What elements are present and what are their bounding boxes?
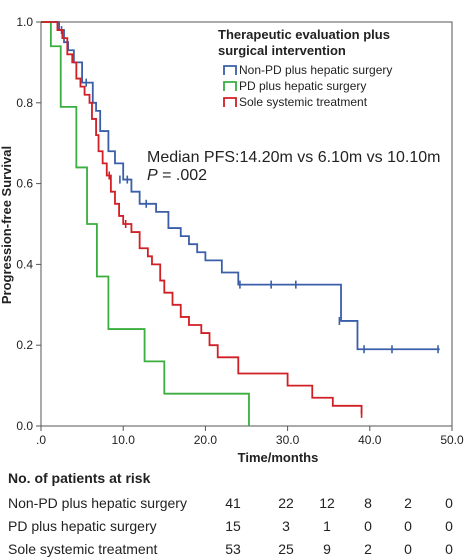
risk-cell: 0 — [445, 541, 453, 557]
median-pfs-annotation: Median PFS:14.20m vs 6.10m vs 10.10m — [147, 149, 440, 166]
risk-cell: 0 — [404, 541, 412, 557]
legend-swatch — [223, 97, 237, 107]
x-tick-label: 30.0 — [276, 433, 300, 447]
x-axis-label: Time/months — [238, 450, 319, 465]
p-value-annotation: P = .002 — [147, 167, 207, 184]
risk-cell: 15 — [225, 518, 241, 534]
p-symbol: P — [147, 167, 158, 184]
risk-row: Non-PD plus hepatic surgery 41 22 12 8 2 0 — [8, 495, 474, 513]
y-tick-label: 0.0 — [16, 419, 33, 433]
legend-entry: Non-PD plus hepatic surgery — [239, 63, 392, 77]
risk-cell: 2 — [404, 495, 412, 511]
risk-cell: 0 — [404, 518, 412, 534]
risk-cell: 3 — [282, 518, 290, 534]
risk-cell: 22 — [278, 495, 294, 511]
risk-row-label: Non-PD plus hepatic surgery — [8, 495, 187, 511]
risk-row: Sole systemic treatment 53 25 9 2 0 0 — [8, 541, 474, 559]
risk-cell: 41 — [225, 495, 241, 511]
x-tick-label: 10.0 — [112, 433, 136, 447]
risk-cell: 1 — [323, 518, 331, 534]
risk-cell: 0 — [364, 518, 372, 534]
risk-cell: 0 — [445, 518, 453, 534]
y-axis-label: Progression-free Survival — [0, 146, 14, 304]
x-tick-label: 50.0 — [440, 433, 464, 447]
y-tick-label: 0.8 — [16, 96, 33, 110]
y-tick-label: 0.2 — [16, 338, 33, 352]
y-tick-label: 0.6 — [16, 177, 33, 191]
risk-cell: 8 — [364, 495, 372, 511]
series-line-3 — [41, 21, 363, 414]
risk-table-title: No. of patients at risk — [8, 470, 151, 486]
risk-row-label: Sole systemic treatment — [8, 541, 158, 557]
legend-entry: Sole systemic treatment — [239, 95, 368, 109]
legend-swatch — [223, 65, 237, 75]
legend-entry: PD plus hepatic surgery — [239, 79, 366, 93]
p-value: = .002 — [158, 167, 207, 184]
risk-cell: 9 — [323, 541, 331, 557]
y-tick-label: 0.4 — [16, 257, 33, 271]
risk-cell: 53 — [225, 541, 241, 557]
x-tick-label: 40.0 — [358, 433, 382, 447]
risk-row-label: PD plus hepatic surgery — [8, 518, 157, 534]
x-tick-label: .0 — [36, 433, 46, 447]
risk-row: PD plus hepatic surgery 15 3 1 0 0 0 — [8, 518, 474, 536]
risk-cell: 0 — [445, 495, 453, 511]
y-tick-label: 1.0 — [16, 15, 33, 29]
risk-cell: 25 — [278, 541, 294, 557]
legend-title-line-2: surgical intervention — [218, 43, 346, 58]
series-line-2 — [41, 21, 250, 426]
series-line-1 — [41, 21, 440, 351]
legend-title-line-1: Therapeutic evaluation plus — [218, 27, 390, 42]
risk-cell: 12 — [319, 495, 335, 511]
plot-frame — [40, 21, 453, 427]
risk-cell: 2 — [364, 541, 372, 557]
x-tick-label: 20.0 — [194, 433, 218, 447]
legend-swatch — [223, 81, 237, 91]
